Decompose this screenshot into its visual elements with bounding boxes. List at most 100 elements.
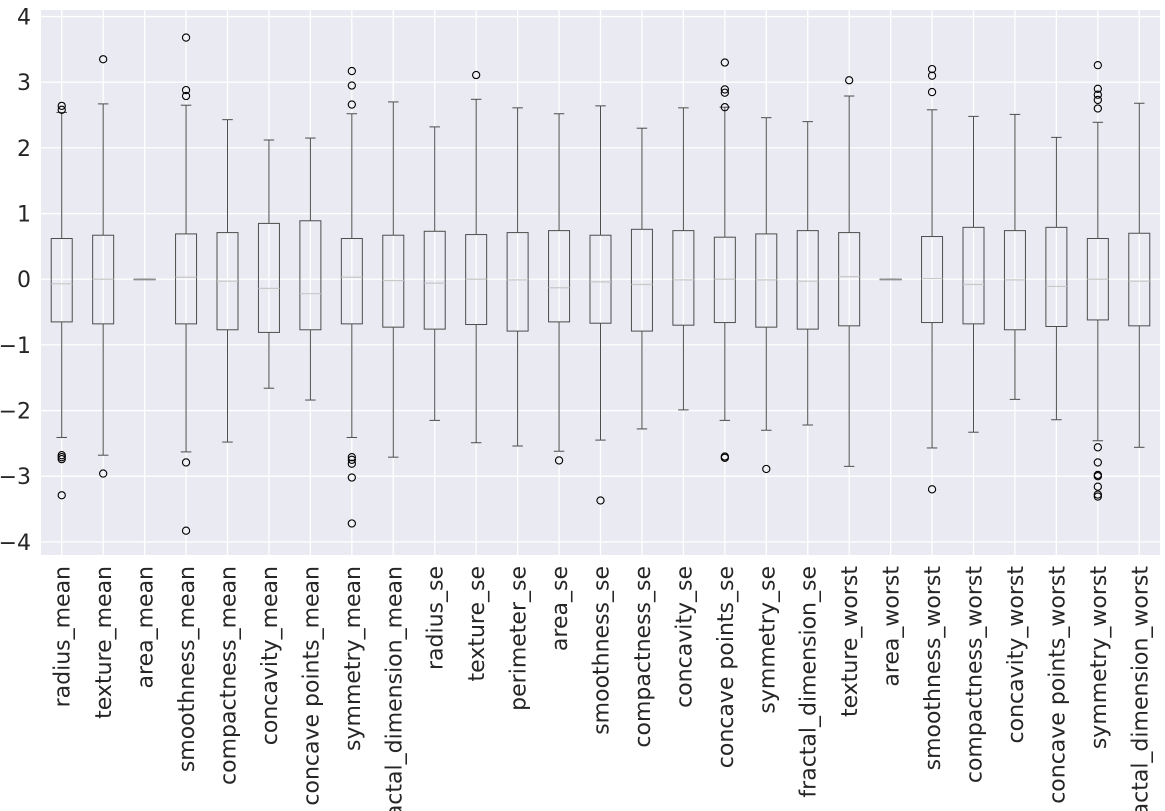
outlier-point	[347, 100, 356, 109]
outlier-point	[347, 453, 356, 462]
iqr-box	[962, 226, 985, 325]
outlier-point	[99, 55, 108, 64]
box-concave-points_worst	[1045, 136, 1068, 421]
iqr-box	[630, 228, 653, 332]
x-tick-label: symmetry_se	[755, 566, 780, 714]
iqr-box	[1045, 226, 1068, 327]
outlier-point	[57, 454, 66, 464]
outlier-point	[720, 103, 729, 112]
box-radius_mean	[50, 101, 73, 500]
x-tick-label: symmetry_worst	[1087, 566, 1112, 750]
box-radius_se	[423, 126, 446, 421]
x-tick-label: area_worst	[880, 566, 905, 687]
box-compactness_worst	[962, 115, 985, 433]
y-axis-ticks: −4 −3 −2 −1 0 1 2 3 4	[0, 6, 31, 556]
outlier-point	[720, 88, 729, 97]
box-fractal_dimension_worst	[1128, 102, 1151, 448]
x-tick-label: concave points_worst	[1045, 566, 1070, 804]
iqr-box	[382, 234, 405, 328]
x-tick-label: fractal_dimension_mean	[382, 566, 407, 811]
iqr-box	[257, 222, 280, 333]
outlier-point	[472, 70, 481, 80]
outlier-point	[720, 453, 729, 462]
outlier-point	[596, 496, 605, 505]
outlier-point	[347, 66, 356, 76]
outlier-point	[762, 464, 771, 474]
y-tick-label: 2	[17, 137, 31, 162]
x-tick-label: compactness_se	[631, 566, 656, 748]
outlier-point	[347, 81, 356, 90]
x-tick-label: concave points_se	[714, 566, 739, 768]
outlier-point	[347, 455, 356, 464]
outlier-point	[720, 58, 729, 67]
outlier-point	[1093, 84, 1102, 93]
x-tick-label: smoothness_se	[590, 566, 615, 735]
outlier-point	[1093, 492, 1102, 501]
box-smoothness_mean	[175, 33, 198, 535]
box-symmetry_worst	[1086, 61, 1109, 501]
box-texture_se	[465, 70, 488, 444]
outlier-point	[57, 105, 66, 114]
outlier-point	[927, 87, 937, 97]
y-tick-label: 4	[17, 6, 31, 31]
outlier-point	[927, 71, 937, 80]
x-tick-label: concavity_mean	[258, 566, 283, 745]
x-tick-label: concavity_se	[672, 566, 697, 708]
outlier-point	[181, 526, 191, 535]
outlier-point	[181, 91, 191, 101]
box-symmetry_se	[755, 117, 778, 474]
x-tick-label: area_se	[548, 566, 573, 651]
box-concavity_mean	[257, 139, 280, 389]
y-tick-label: −2	[0, 400, 31, 425]
box-area_se	[548, 113, 571, 465]
iqr-box	[423, 230, 446, 330]
outlier-point	[927, 485, 937, 494]
box-area_worst	[879, 278, 902, 281]
iqr-box	[50, 238, 73, 323]
box-concave-points_se	[713, 58, 736, 462]
outlier-point	[1093, 104, 1102, 113]
box-texture_mean	[92, 55, 115, 478]
outlier-point	[1093, 443, 1102, 452]
iqr-box	[796, 230, 819, 330]
outlier-point	[1093, 472, 1102, 481]
outlier-point	[1093, 458, 1102, 467]
box-compactness_mean	[216, 119, 239, 443]
x-tick-label: texture_worst	[838, 566, 863, 717]
box-symmetry_mean	[340, 66, 363, 528]
x-tick-label: area_mean	[134, 566, 159, 688]
x-tick-label: fractal_dimension_se	[797, 566, 822, 798]
box-fractal_dimension_se	[796, 121, 819, 426]
x-tick-label: texture_mean	[92, 566, 117, 719]
x-tick-label: radius_mean	[51, 566, 76, 707]
outlier-point	[57, 101, 66, 111]
outlier-point	[1093, 61, 1102, 70]
box-smoothness_se	[589, 105, 612, 505]
boxes	[50, 33, 1151, 535]
box-fractal_dimension_mean	[382, 101, 405, 458]
x-tick-label: radius_se	[424, 566, 449, 670]
outlier-point	[57, 491, 66, 500]
outlier-point	[554, 456, 564, 465]
y-tick-label: −1	[0, 334, 31, 359]
x-tick-label: fractal_dimension_worst	[1128, 566, 1153, 811]
iqr-box	[589, 234, 612, 324]
outlier-point	[1093, 95, 1102, 105]
x-tick-label: symmetry_mean	[341, 566, 366, 751]
x-tick-label: perimeter_se	[507, 566, 532, 711]
outlier-point	[347, 473, 356, 482]
box-concave-points_mean	[299, 137, 322, 401]
box-concavity_se	[672, 107, 695, 411]
x-tick-label: smoothness_mean	[175, 566, 200, 772]
iqr-box	[672, 230, 695, 326]
outlier-point	[927, 64, 937, 74]
outlier-point	[181, 85, 191, 95]
outlier-point	[1093, 90, 1102, 99]
x-tick-label: concave points_mean	[299, 566, 324, 806]
y-tick-label: −4	[0, 531, 31, 556]
box-perimeter_se	[506, 107, 529, 447]
box-compactness_se	[630, 127, 653, 430]
outlier-point	[181, 33, 191, 42]
y-tick-label: 1	[17, 203, 31, 228]
